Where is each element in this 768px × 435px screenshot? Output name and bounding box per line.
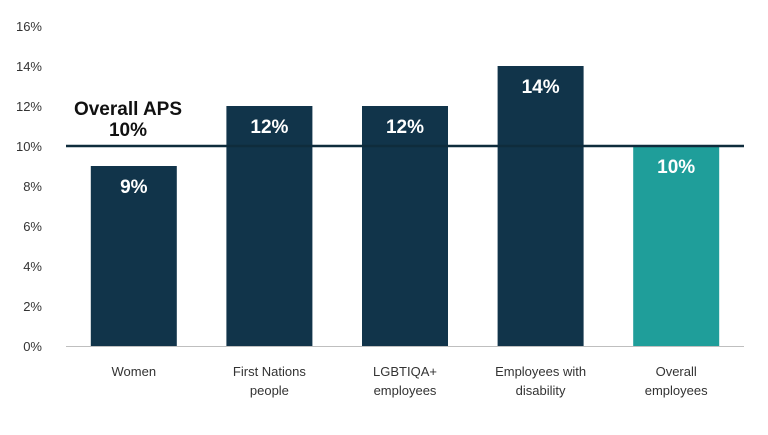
data-label: 10% [657, 157, 695, 178]
y-axis-ticks: 0% 2% 4% 6% 8% 10% 12% 14% 16% [16, 19, 42, 354]
category-labels: Women First Nations people LGBTIQA+ employee… [112, 364, 709, 398]
data-label: 14% [522, 77, 560, 98]
x-tick-label: employees [374, 383, 437, 398]
y-tick-label: 0% [23, 339, 42, 354]
bars [90, 66, 720, 346]
reference-line-group: Overall APS 10% [66, 99, 744, 148]
x-tick-label: LGBTIQA+ [373, 364, 437, 379]
data-labels: 9% 12% 12% 14% 10% [120, 77, 695, 198]
x-tick-label: Overall [656, 364, 697, 379]
x-tick-label: disability [516, 383, 566, 398]
y-tick-label: 2% [23, 299, 42, 314]
x-tick-label: Employees with [495, 364, 586, 379]
x-tick-label: Women [112, 364, 157, 379]
x-tick-label: First Nations [233, 364, 306, 379]
bar [226, 106, 313, 346]
x-tick-label: employees [645, 383, 708, 398]
data-label: 12% [386, 117, 424, 138]
y-tick-label: 8% [23, 179, 42, 194]
x-tick-label: people [250, 383, 289, 398]
y-tick-label: 4% [23, 259, 42, 274]
reference-line-label: Overall APS [74, 99, 182, 120]
data-label: 9% [120, 177, 148, 198]
y-tick-label: 10% [16, 139, 42, 154]
data-label: 12% [250, 117, 288, 138]
reference-line-value: 10% [109, 120, 147, 141]
y-tick-label: 16% [16, 19, 42, 34]
bar [633, 146, 720, 346]
bar [90, 166, 177, 346]
y-tick-label: 14% [16, 59, 42, 74]
bar [497, 66, 584, 346]
bar [362, 106, 448, 346]
y-tick-label: 12% [16, 99, 42, 114]
y-tick-label: 6% [23, 219, 42, 234]
